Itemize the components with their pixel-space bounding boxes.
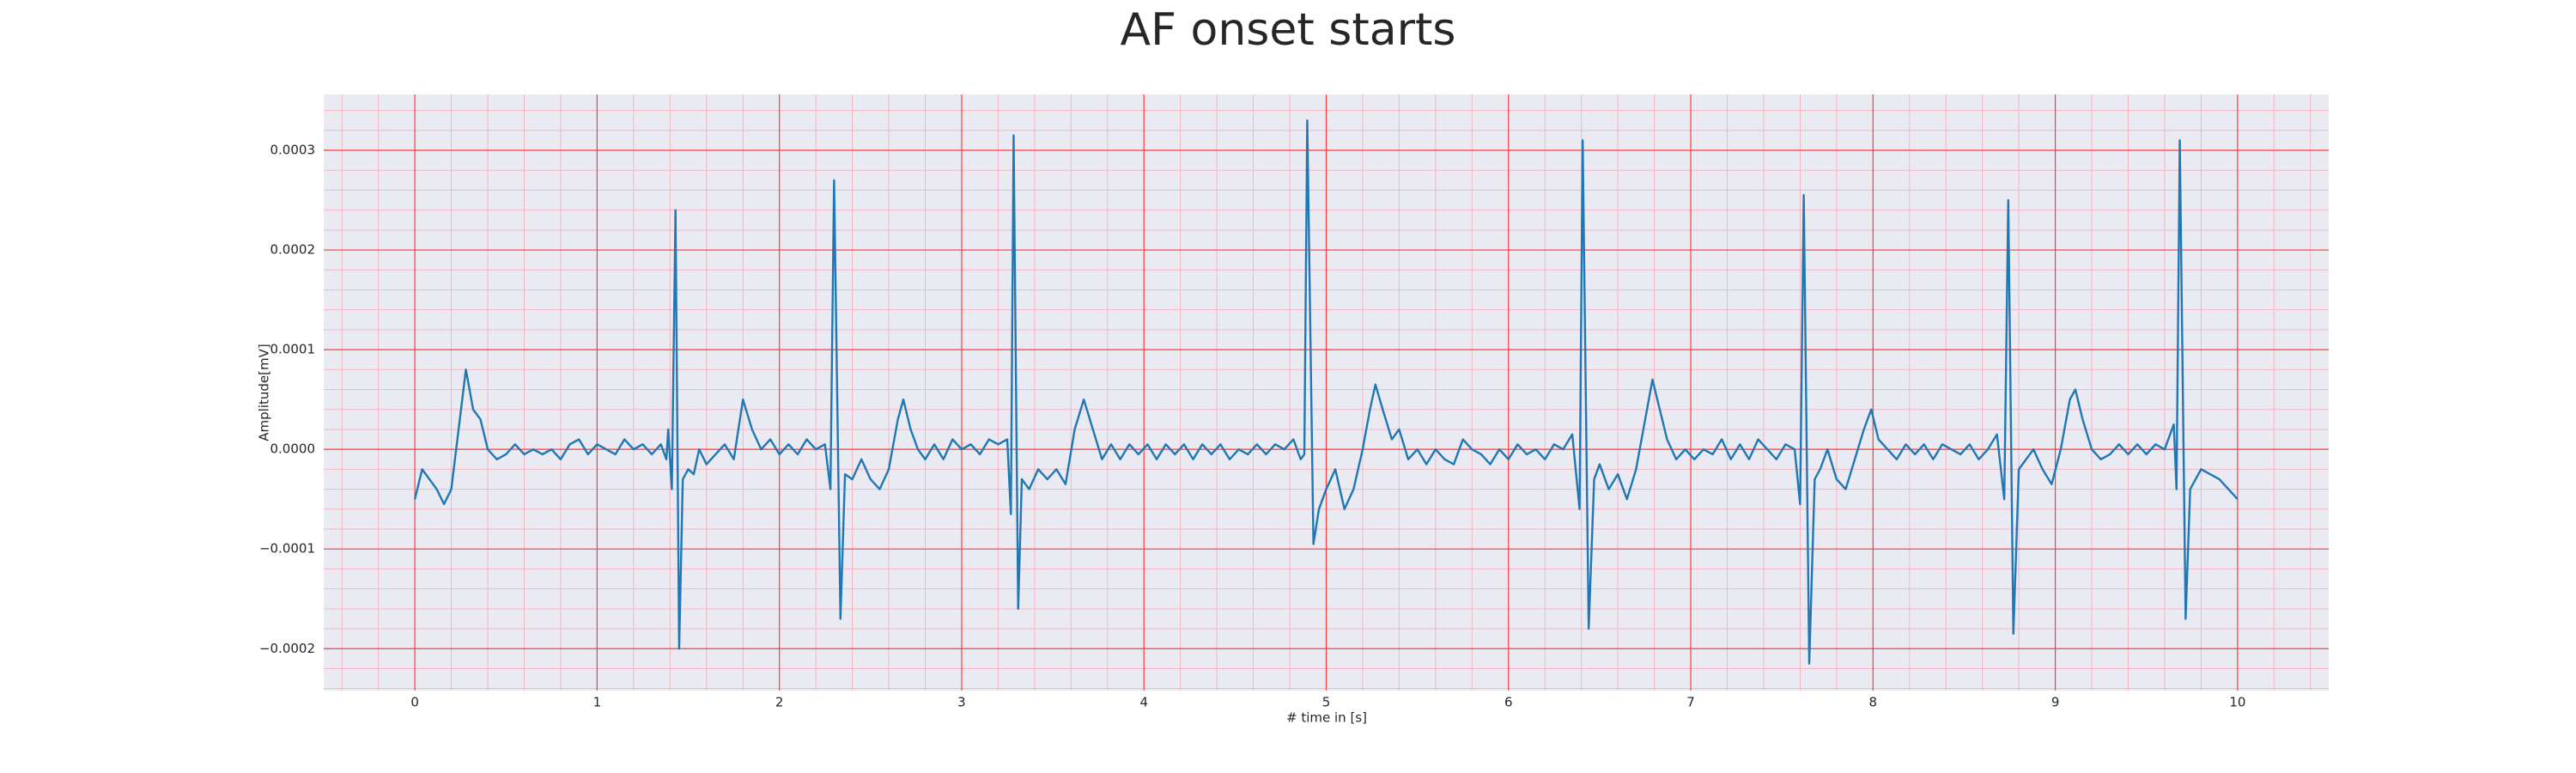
- x-tick-label: 3: [957, 695, 966, 710]
- y-axis-label: Amplitude[mV]: [257, 344, 272, 441]
- y-tick-label: 0.0001: [270, 342, 316, 357]
- y-tick-label: 0.0002: [270, 242, 316, 258]
- x-tick-label: 10: [2229, 695, 2245, 710]
- x-tick-label: 8: [1869, 695, 1878, 710]
- y-tick-label: −0.0001: [259, 541, 315, 557]
- x-tick-label: 2: [775, 695, 784, 710]
- x-tick-label: 9: [2051, 695, 2060, 710]
- x-axis-label: # time in [s]: [1286, 710, 1367, 726]
- ecg-line: [413, 119, 2239, 665]
- chart-title: AF onset starts: [1121, 4, 1456, 56]
- x-tick-label: 4: [1139, 695, 1148, 710]
- x-tick-label: 0: [410, 695, 419, 710]
- y-tick-label: 0.0003: [270, 142, 316, 157]
- x-tick-label: 5: [1322, 695, 1331, 710]
- y-tick-label: −0.0002: [259, 641, 315, 656]
- x-tick-label: 6: [1504, 695, 1513, 710]
- x-tick-label: 7: [1686, 695, 1695, 710]
- y-tick-label: 0.0000: [270, 441, 316, 457]
- x-tick-label: 1: [593, 695, 602, 710]
- plot-layer: 0 1 2 3 4 5 6 7 8 9 10 −0.0002 −0.0001 0.0000 0.0001 0.…: [259, 94, 2329, 710]
